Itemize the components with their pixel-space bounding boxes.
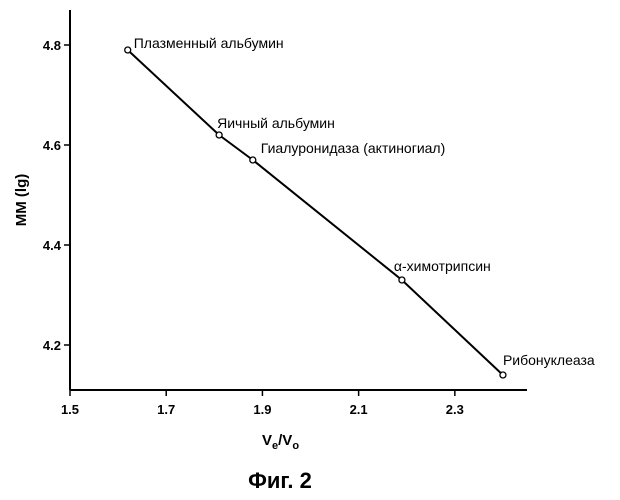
x-axis-title: Ve/Vo xyxy=(262,432,299,452)
x-axis-title-main: V xyxy=(262,432,272,449)
x-tick-label: 2.1 xyxy=(350,402,368,417)
x-ticks: 1.5 1.7 1.9 2.1 2.3 xyxy=(61,390,464,417)
x-tick-label: 2.3 xyxy=(446,402,464,417)
point-label: Рибонуклеаза xyxy=(503,352,595,368)
y-tick-label: 4.2 xyxy=(43,338,61,353)
y-tick-label: 4.4 xyxy=(43,238,62,253)
data-point xyxy=(215,131,223,139)
data-point xyxy=(499,371,507,379)
point-label: Гиалуронидаза (актиногиал) xyxy=(261,140,445,156)
y-tick-label: 4.6 xyxy=(43,138,61,153)
x-tick-label: 1.5 xyxy=(61,402,79,417)
point-label: Яичный альбумин xyxy=(217,115,335,131)
x-axis-title-separator: /V xyxy=(278,432,292,449)
y-tick-label: 4.8 xyxy=(43,38,61,53)
x-tick-label: 1.9 xyxy=(253,402,271,417)
x-tick-label: 1.7 xyxy=(157,402,175,417)
data-points xyxy=(124,46,507,379)
series-line-path xyxy=(127,49,504,376)
x-axis-title-sub-e: e xyxy=(272,440,278,452)
data-point xyxy=(124,46,132,54)
data-point xyxy=(398,276,406,284)
point-labels: Плазменный альбумин Яичный альбумин Гиалур… xyxy=(134,35,595,368)
y-axis-title: MM (lg) xyxy=(13,174,30,226)
figure-caption: Фиг. 2 xyxy=(248,468,312,493)
point-label: α-химотрипсин xyxy=(394,258,491,274)
x-axis-title-sub-o: o xyxy=(292,440,299,452)
y-ticks: 4.2 4.4 4.6 4.8 xyxy=(43,38,70,353)
point-label: Плазменный альбумин xyxy=(134,35,284,51)
series-line xyxy=(127,49,504,376)
data-point xyxy=(249,156,257,164)
axes xyxy=(69,10,527,391)
